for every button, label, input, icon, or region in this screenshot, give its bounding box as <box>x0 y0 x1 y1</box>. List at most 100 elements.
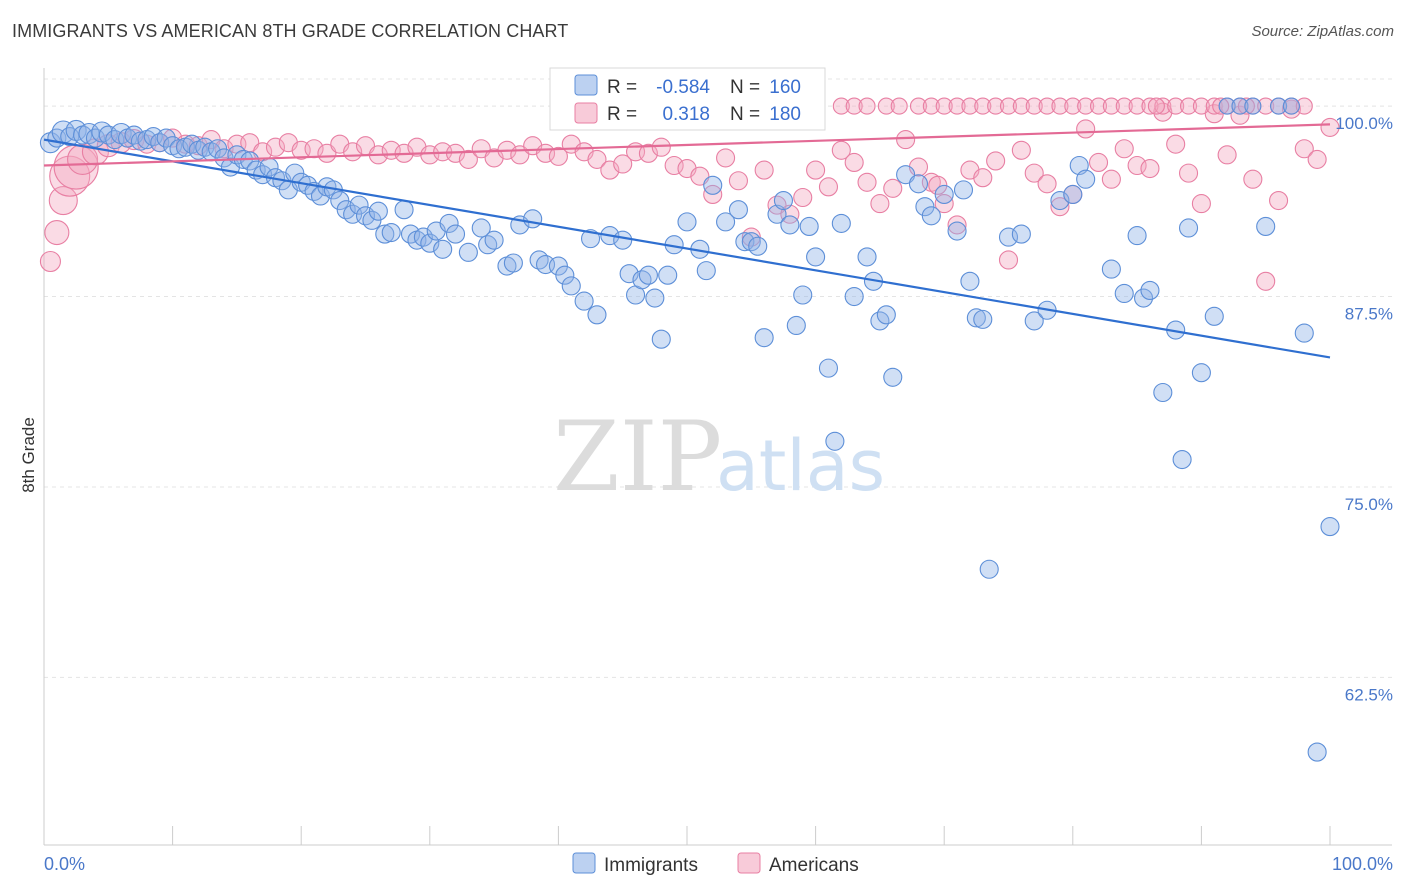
immigrants-point-54 <box>394 200 414 220</box>
americans-point-95 <box>1217 145 1237 165</box>
americans-point-108 <box>935 97 953 115</box>
americans-point-126 <box>1167 97 1185 115</box>
americans-point-2 <box>48 185 78 216</box>
americans-point-137 <box>832 97 850 115</box>
americans-point-96 <box>1230 105 1250 125</box>
immigrants-point-122 <box>960 271 980 291</box>
y-tick-label-3: 62.5% <box>1345 685 1393 704</box>
immigrants-point-131 <box>1063 184 1083 205</box>
immigrants-point-143 <box>1191 363 1211 383</box>
immigrants-point-75 <box>561 276 581 296</box>
immigrants-point-146 <box>1231 97 1249 115</box>
americans-point-122 <box>1115 97 1133 115</box>
immigrants-point-148 <box>1256 216 1276 236</box>
immigrants-point-66 <box>484 230 504 250</box>
americans-point-106 <box>909 97 928 115</box>
americans-point-79 <box>1011 140 1031 160</box>
americans-point-93 <box>1191 194 1211 214</box>
americans-point-55 <box>716 148 736 168</box>
immigrants-point-51 <box>368 201 388 221</box>
americans-point-120 <box>1089 97 1108 115</box>
americans-point-69 <box>896 130 916 150</box>
americans-point-123 <box>1128 97 1146 115</box>
immigrants-point-121 <box>953 180 974 200</box>
immigrants-point-141 <box>1172 449 1192 470</box>
americans-point-68 <box>883 178 903 198</box>
immigrants-point-100 <box>773 190 794 211</box>
americans-point-89 <box>1140 159 1160 179</box>
series-immigrants <box>39 97 1340 762</box>
americans-point-113 <box>999 97 1018 115</box>
stats-n-label-1: N = <box>730 104 760 125</box>
stats-swatch-americans <box>574 102 598 124</box>
americans-point-63 <box>818 177 839 197</box>
immigrants-point-63 <box>458 242 478 262</box>
stats-r-value-0: -0.584 <box>656 77 710 98</box>
immigrants-point-89 <box>677 212 697 232</box>
immigrants-point-18 <box>156 128 176 148</box>
americans-point-118 <box>1064 97 1082 115</box>
immigrants-point-97 <box>748 236 768 256</box>
source-label: Source: ZipAtlas.com <box>1251 23 1394 40</box>
immigrants-point-101 <box>780 215 800 235</box>
americans-point-84 <box>1076 119 1096 139</box>
americans-point-85 <box>1088 152 1109 173</box>
americans-point-36 <box>471 139 491 159</box>
americans-point-121 <box>1102 97 1120 115</box>
americans-point-58 <box>754 160 774 180</box>
americans-point-35 <box>458 149 478 169</box>
americans-point-104 <box>877 97 895 115</box>
americans-point-141 <box>1212 97 1230 115</box>
americans-point-101 <box>1294 139 1314 159</box>
immigrants-point-103 <box>793 285 813 305</box>
immigrants-point-102 <box>786 315 806 336</box>
americans-point-105 <box>890 97 908 115</box>
americans-point-74 <box>947 215 967 235</box>
americans-point-136 <box>1295 97 1313 115</box>
americans-point-91 <box>1166 134 1186 154</box>
immigrants-point-98 <box>754 328 774 348</box>
americans-point-111 <box>974 97 992 115</box>
americans-point-65 <box>844 152 864 173</box>
immigrants-point-80 <box>613 230 633 250</box>
americans-point-142 <box>1237 97 1255 115</box>
americans-point-50 <box>651 137 671 157</box>
immigrants-point-61 <box>439 213 459 233</box>
americans-point-117 <box>1051 97 1069 115</box>
americans-point-20 <box>265 137 286 157</box>
americans-point-86 <box>1101 169 1121 189</box>
watermark-atlas: atlas <box>716 425 885 507</box>
immigrants-point-77 <box>580 229 601 249</box>
immigrants-point-149 <box>1270 97 1288 115</box>
americans-point-110 <box>961 97 979 115</box>
trend-lines <box>43 123 1331 359</box>
americans-point-138 <box>845 97 863 115</box>
immigrants-point-124 <box>973 309 993 329</box>
immigrants-point-153 <box>1320 517 1340 537</box>
americans-point-67 <box>870 194 890 214</box>
stats-n-value-0: 160 <box>769 77 801 98</box>
immigrants-point-119 <box>934 184 954 205</box>
americans-point-81 <box>1037 174 1057 194</box>
americans-point-103 <box>1320 117 1340 137</box>
immigrants-point-76 <box>574 291 594 311</box>
legend-label-americans: Americans <box>769 855 859 876</box>
y-tick-label-0: 100.0% <box>1335 114 1393 133</box>
immigrants-point-118 <box>921 206 941 226</box>
immigrants-point-93 <box>716 212 736 232</box>
americans-point-3 <box>49 155 91 197</box>
x-tick-labels: 0.0% 100.0% <box>44 854 1393 874</box>
immigrants-point-125 <box>979 559 999 579</box>
legend-swatch-immigrants <box>572 852 596 874</box>
americans-point-42 <box>548 146 568 166</box>
americans-point-76 <box>973 168 993 188</box>
americans-point-99 <box>1269 190 1289 211</box>
watermark: ZIP atlas <box>553 401 885 513</box>
americans-point-24 <box>317 143 337 163</box>
immigrants-point-151 <box>1294 323 1314 343</box>
americans-point-116 <box>1038 97 1056 115</box>
immigrants-point-14 <box>130 131 150 151</box>
americans-point-109 <box>948 97 966 115</box>
americans-point-64 <box>831 140 851 160</box>
